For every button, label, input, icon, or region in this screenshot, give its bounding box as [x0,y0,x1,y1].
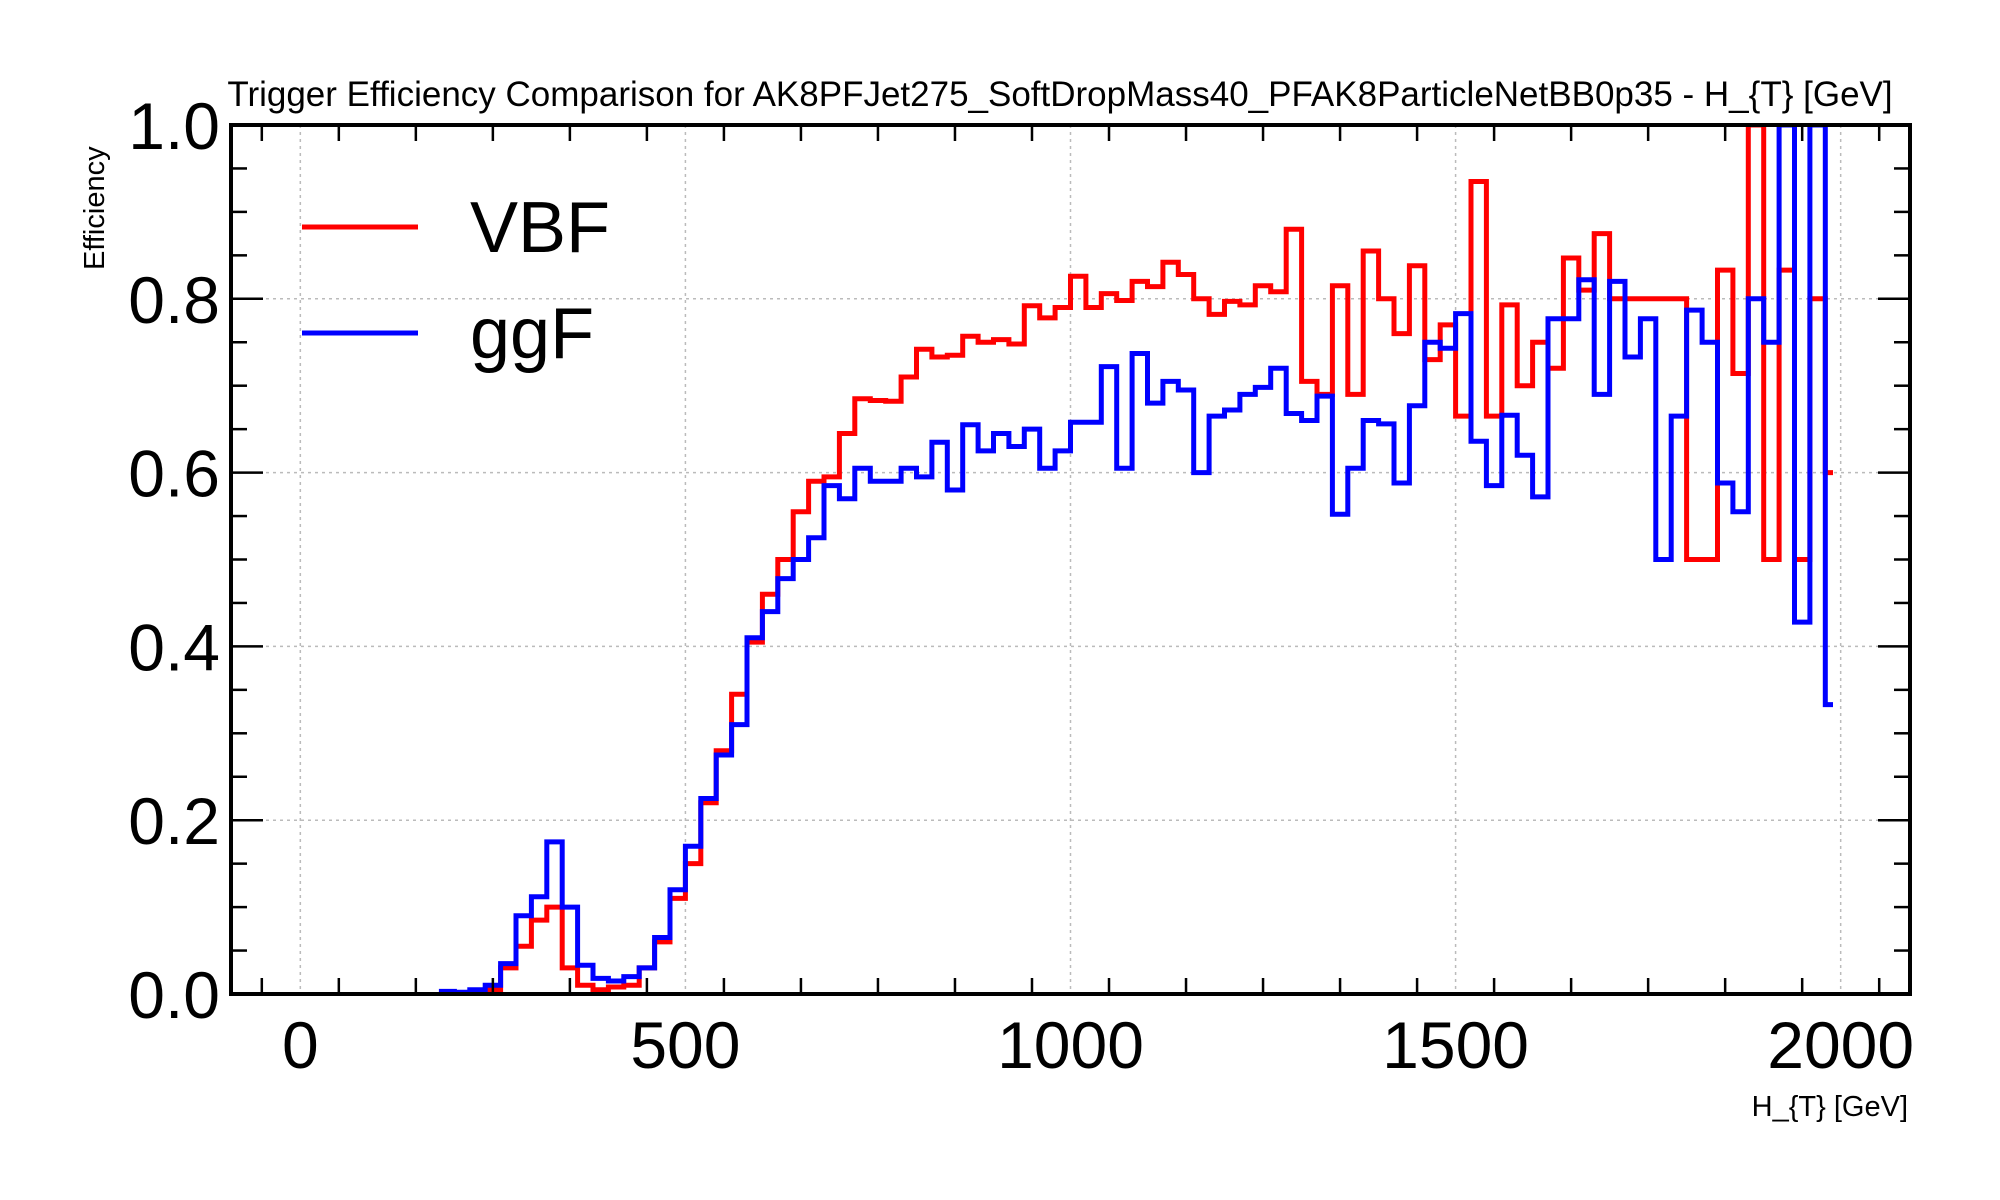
axis-ticks [231,123,1910,996]
legend-label-vbf: VBF [470,188,610,268]
y-tick-label: 0.4 [128,610,220,684]
legend: VBF ggF [302,188,610,374]
tick-labels: 0 500 1000 1500 2000 0.0 0.2 0.4 0.6 0.8 1.0 [128,89,1914,1082]
x-tick-label: 1500 [1382,1008,1529,1082]
x-tick-label: 500 [630,1008,740,1082]
series-layer [438,125,1833,994]
y-axis-label: Efficiency [79,146,111,270]
y-tick-label: 0.2 [128,784,220,858]
x-tick-label: 0 [282,1008,319,1082]
y-tick-label: 0.0 [128,958,220,1032]
x-axis-label: H_{T} [GeV] [1752,1091,1908,1123]
chart-title: Trigger Efficiency Comparison for AK8PFJ… [227,75,1892,114]
x-tick-label: 1000 [997,1008,1144,1082]
series-vbf-line [438,125,1833,994]
legend-label-ggf: ggF [470,294,594,374]
series-ggf-line [438,125,1833,994]
y-tick-label: 0.6 [128,437,220,511]
y-tick-label: 0.8 [128,263,220,337]
grid [231,124,1910,995]
x-tick-label: 2000 [1767,1008,1914,1082]
y-tick-label: 1.0 [128,89,220,163]
